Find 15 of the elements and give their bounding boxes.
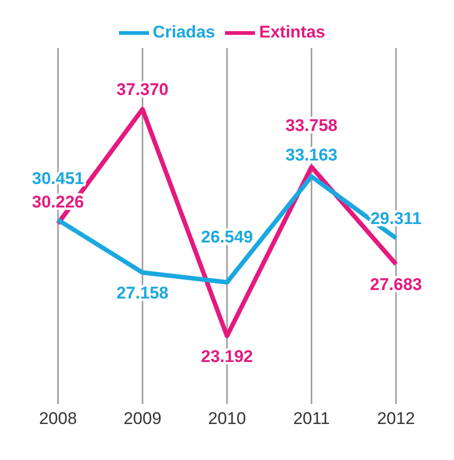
x-tick-label: 2011 [293,409,330,428]
data-label: 37.370 [116,80,168,100]
data-label: 30.451 [32,168,84,188]
data-label: 33.758 [286,116,338,135]
data-label: 27.158 [116,284,168,303]
legend-label: Extintas [259,22,326,42]
x-tick-label: 2012 [377,409,415,428]
x-tick-label: 2008 [39,409,77,428]
data-label: 26.549 [201,227,253,246]
x-tick-label: 2009 [124,409,162,428]
x-tick-label: 2010 [208,409,246,428]
data-label: 27.683 [370,275,422,294]
legend-label: Criadas [152,22,216,42]
data-label: 23.192 [201,346,253,366]
data-label: 33.163 [286,146,338,165]
